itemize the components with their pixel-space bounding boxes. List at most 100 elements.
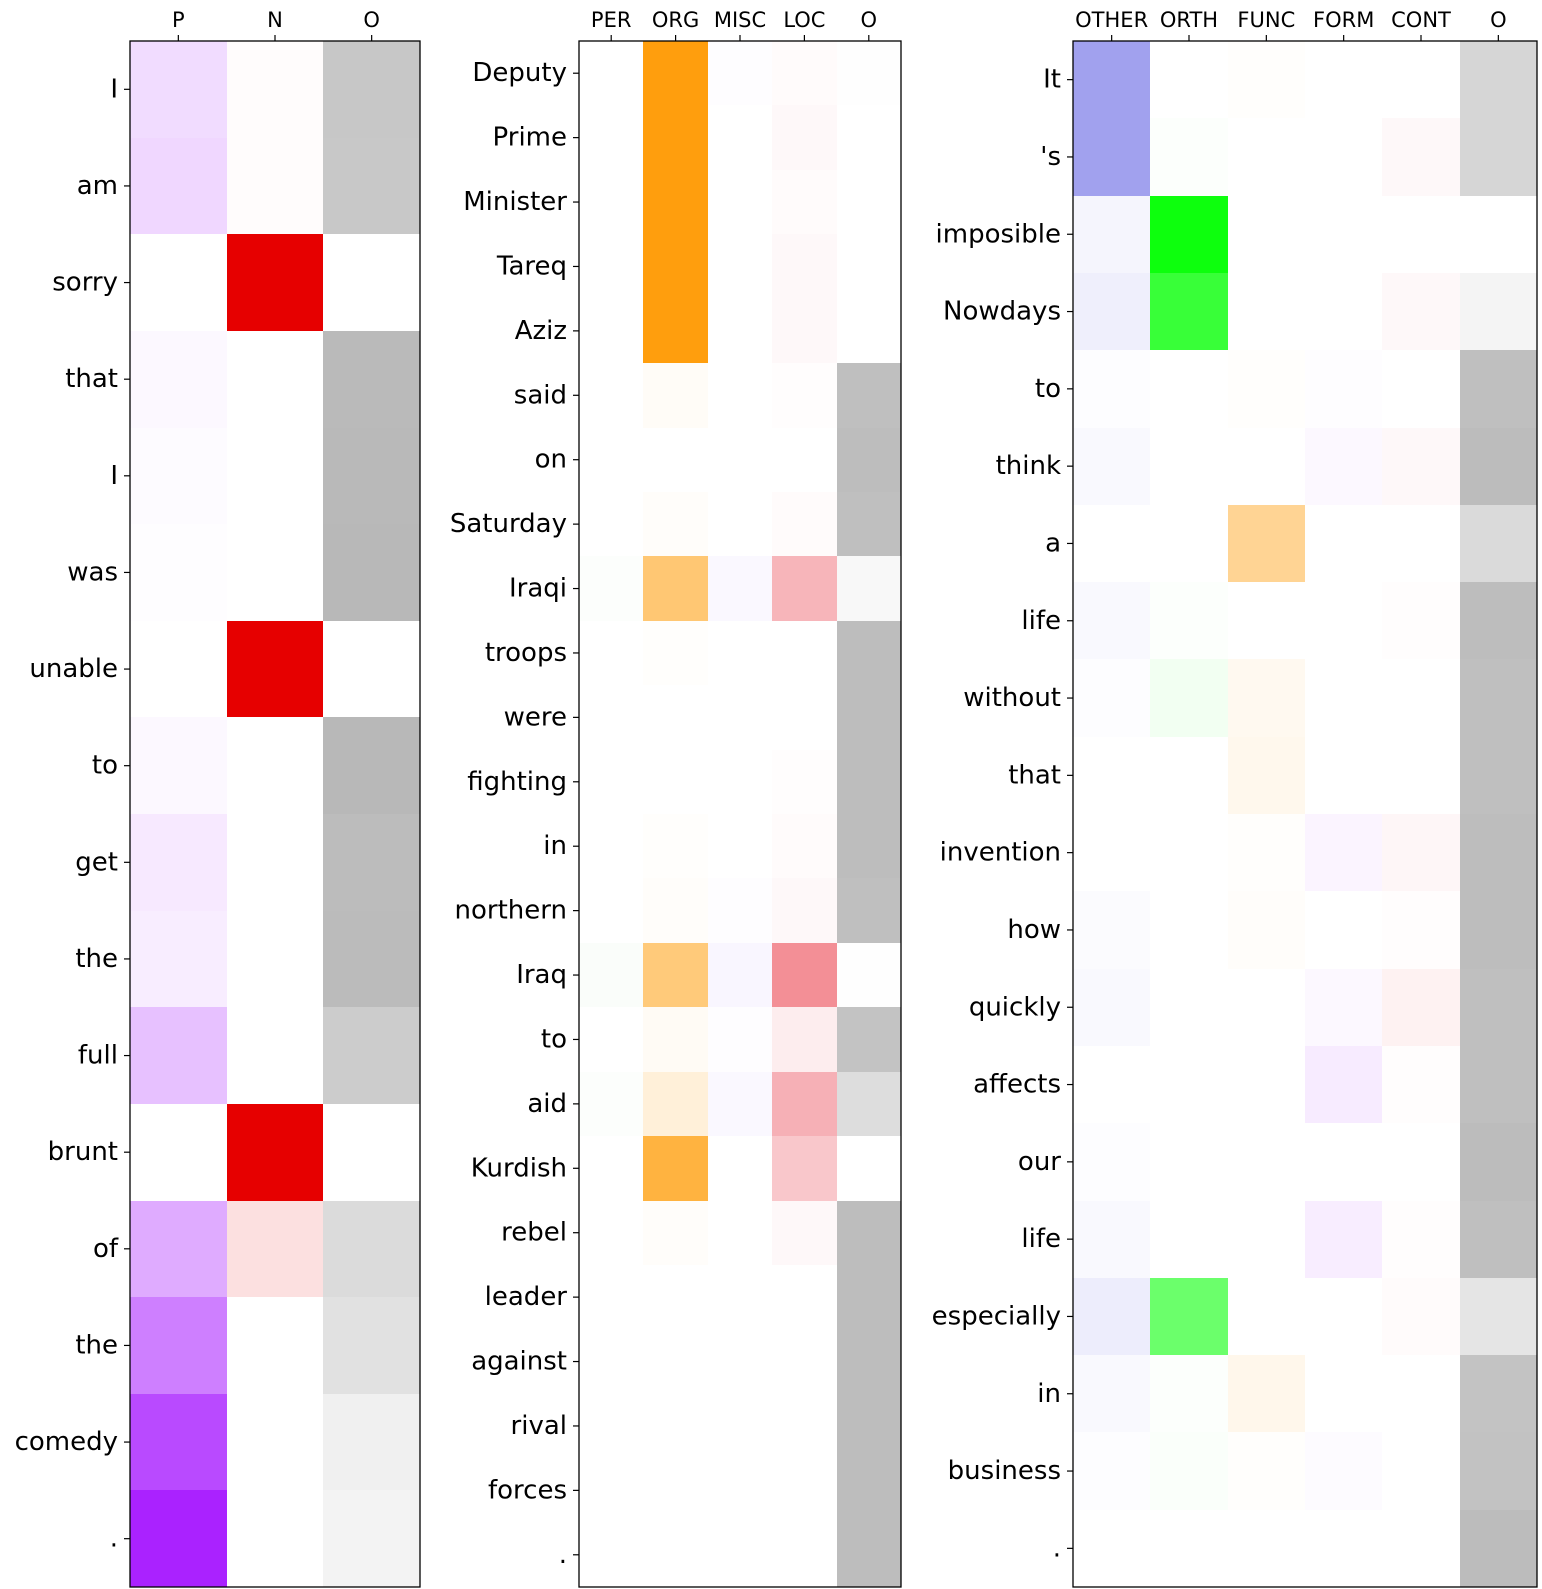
heatmap-cell <box>579 1394 643 1458</box>
heatmap-cell <box>643 105 708 170</box>
heatmap-cell <box>708 105 772 170</box>
heatmap-cell <box>579 1072 643 1136</box>
column-label: O <box>363 8 380 32</box>
heatmap-cell <box>579 1136 643 1201</box>
heatmap-cell <box>579 170 643 234</box>
heatmap-cell <box>1150 891 1228 969</box>
heatmap-cell <box>643 685 708 750</box>
heatmap-cell <box>1305 1278 1382 1355</box>
heatmap-cell <box>772 814 837 878</box>
row-token-label: Iraqi <box>509 574 567 604</box>
row-token-label: fighting <box>467 767 567 797</box>
heatmap-cell <box>1460 350 1537 428</box>
row-token-label: . <box>110 1524 118 1554</box>
heatmap-cell <box>1460 1432 1537 1510</box>
row-token-label: I <box>110 74 118 104</box>
heatmap-cell <box>323 138 420 234</box>
heatmap-cell <box>227 717 323 814</box>
heatmap-cell <box>1150 350 1228 428</box>
heatmap-cell <box>130 621 227 717</box>
heatmap-cell <box>1150 428 1228 505</box>
column-label: FORM <box>1313 8 1374 32</box>
row-token-label: against <box>471 1347 567 1377</box>
heatmap-cell <box>1073 428 1150 505</box>
row-token-label: full <box>78 1041 118 1071</box>
heatmap-cell <box>1073 582 1150 659</box>
heatmap-cell <box>227 1297 323 1394</box>
heatmap-cell <box>837 1072 901 1136</box>
heatmap-cell <box>837 1523 901 1587</box>
heatmap-cell <box>1228 428 1305 505</box>
heatmap-cell <box>227 1201 323 1297</box>
heatmap-cell <box>1228 196 1305 273</box>
heatmap-cell <box>130 1201 227 1297</box>
row-token-label: Nowdays <box>943 297 1061 327</box>
heatmap-cell <box>837 943 901 1007</box>
heatmap-cell <box>837 1007 901 1072</box>
heatmap-cell <box>837 1265 901 1329</box>
heatmap-cell <box>130 41 227 138</box>
column-label: OTHER <box>1075 8 1148 32</box>
row-token-label: the <box>75 1330 118 1360</box>
heatmap-cell <box>772 1458 837 1523</box>
heatmap-cell <box>1460 814 1537 891</box>
heatmap-cell <box>1150 1355 1228 1432</box>
row-token-label: quickly <box>969 992 1061 1022</box>
heatmap-cell <box>579 1523 643 1587</box>
row-token-label: were <box>504 702 567 732</box>
row-token-label: rival <box>511 1411 567 1441</box>
heatmap-cell <box>837 1394 901 1458</box>
heatmap-cell <box>708 814 772 878</box>
heatmap-cell <box>1073 1123 1150 1201</box>
row-token-label: rebel <box>501 1218 567 1248</box>
heatmap-cell <box>643 621 708 685</box>
heatmap-cell <box>579 492 643 556</box>
heatmap-cell <box>1382 582 1460 659</box>
heatmap-cell <box>323 1490 420 1587</box>
row-token-label: Tareq <box>496 251 567 281</box>
heatmap-cell <box>1460 1201 1537 1278</box>
heatmap-cell <box>1305 969 1382 1046</box>
heatmap-cell <box>323 1394 420 1490</box>
heatmap-cell <box>1150 1278 1228 1355</box>
heatmap-cell <box>772 556 837 621</box>
heatmap-cell <box>1228 1355 1305 1432</box>
heatmap-cell <box>772 1201 837 1265</box>
heatmap-cell <box>1150 505 1228 582</box>
heatmap-cell <box>1073 1432 1150 1510</box>
row-token-label: how <box>1007 915 1061 945</box>
heatmap-panel-ner: PER ORG MISC LOC O Deputy Prime Minister Tareq Az… <box>450 8 902 1588</box>
row-token-label: especially <box>932 1301 1061 1331</box>
heatmap-cell <box>708 556 772 621</box>
heatmap-cell <box>1228 1432 1305 1510</box>
row-token-label: affects <box>973 1070 1061 1100</box>
heatmap-cell <box>579 1329 643 1394</box>
row-token-label: a <box>1045 528 1061 558</box>
heatmap-cell <box>1305 891 1382 969</box>
heatmap-cell <box>837 1201 901 1265</box>
heatmap-cell <box>772 621 837 685</box>
heatmap-cell <box>837 170 901 234</box>
heatmap-cell <box>708 1458 772 1523</box>
heatmap-cell <box>1305 505 1382 582</box>
heatmap-cell <box>1305 41 1382 118</box>
heatmap-cell <box>130 138 227 234</box>
heatmap-cell <box>579 234 643 299</box>
heatmap-cell <box>1228 891 1305 969</box>
heatmap-frame <box>1072 40 1538 1588</box>
heatmap-cell <box>1228 582 1305 659</box>
heatmap-cell <box>1150 969 1228 1046</box>
heatmap-cell <box>1305 659 1382 737</box>
heatmap-cell <box>708 170 772 234</box>
heatmap-cell <box>1305 1432 1382 1510</box>
row-token-label: imposible <box>936 219 1061 249</box>
row-token-label: to <box>541 1024 567 1054</box>
heatmap-cell <box>579 750 643 814</box>
heatmap-cell <box>579 814 643 878</box>
heatmap-cell <box>772 1265 837 1329</box>
row-token-label: Aziz <box>515 316 567 346</box>
heatmap-cell <box>708 234 772 299</box>
heatmap-cell <box>837 878 901 943</box>
heatmap-cell <box>1073 891 1150 969</box>
heatmap-cell <box>1228 1123 1305 1201</box>
